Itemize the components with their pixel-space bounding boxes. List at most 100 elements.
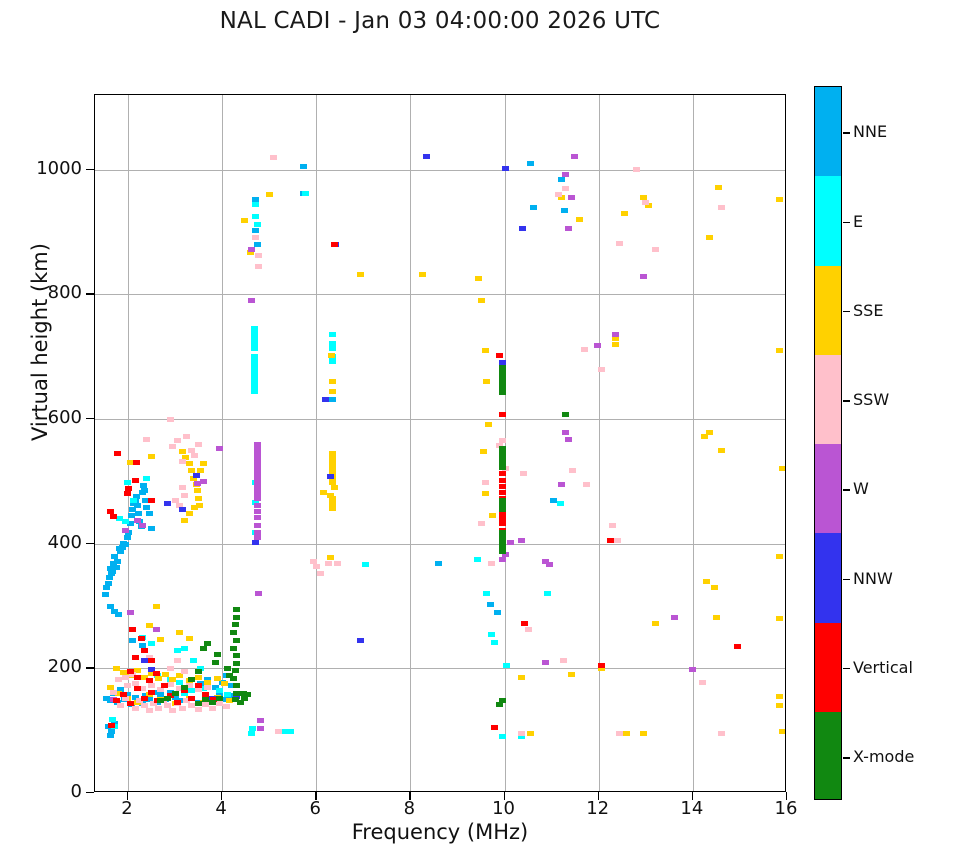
data-point bbox=[123, 491, 131, 497]
data-point bbox=[188, 467, 195, 473]
data-point bbox=[518, 226, 526, 232]
data-point bbox=[176, 502, 184, 508]
data-point bbox=[183, 698, 191, 704]
y-tick-mark bbox=[86, 293, 94, 295]
data-point bbox=[312, 563, 320, 569]
data-point bbox=[119, 669, 127, 675]
data-point bbox=[103, 584, 111, 590]
data-point bbox=[195, 683, 203, 689]
data-point bbox=[124, 692, 132, 698]
data-point bbox=[326, 473, 334, 479]
data-point bbox=[224, 665, 232, 671]
data-point bbox=[435, 561, 443, 567]
data-point bbox=[232, 614, 240, 620]
y-tick-mark bbox=[86, 542, 94, 545]
data-point bbox=[651, 247, 659, 253]
data-point bbox=[567, 672, 575, 678]
data-point bbox=[140, 487, 148, 493]
data-point bbox=[526, 161, 534, 167]
data-point bbox=[178, 506, 186, 512]
data-point bbox=[253, 222, 261, 228]
data-point bbox=[105, 575, 113, 581]
data-point bbox=[195, 668, 203, 674]
data-point bbox=[253, 461, 261, 467]
data-point bbox=[244, 692, 252, 698]
data-point bbox=[107, 723, 115, 729]
data-point bbox=[131, 680, 139, 686]
data-point bbox=[112, 564, 120, 570]
data-point bbox=[479, 448, 487, 454]
data-point bbox=[104, 581, 112, 587]
data-point bbox=[131, 654, 139, 660]
data-point bbox=[299, 164, 307, 170]
data-point bbox=[232, 683, 240, 689]
data-point bbox=[487, 561, 495, 567]
data-point bbox=[498, 385, 506, 391]
data-point bbox=[114, 558, 122, 564]
data-point bbox=[126, 700, 134, 706]
y-tick-label: 400 bbox=[47, 531, 82, 553]
data-point bbox=[498, 370, 506, 376]
data-point bbox=[152, 603, 160, 609]
data-point bbox=[561, 207, 569, 213]
data-point bbox=[216, 700, 224, 706]
data-point bbox=[498, 380, 506, 386]
data-point bbox=[225, 698, 233, 704]
data-point bbox=[225, 673, 233, 679]
data-point bbox=[550, 497, 558, 503]
colorbar-tick-mark bbox=[843, 132, 850, 134]
gridline-horizontal bbox=[95, 668, 785, 670]
data-point bbox=[567, 195, 575, 201]
data-point bbox=[147, 670, 155, 676]
data-point bbox=[131, 694, 139, 700]
data-point bbox=[498, 506, 506, 512]
data-point bbox=[106, 733, 114, 739]
data-point bbox=[230, 629, 238, 635]
data-point bbox=[496, 442, 504, 448]
data-point bbox=[562, 411, 570, 417]
data-point bbox=[188, 677, 195, 683]
data-point bbox=[147, 683, 155, 689]
data-point bbox=[501, 552, 509, 558]
data-point bbox=[253, 502, 261, 508]
data-point bbox=[644, 203, 652, 209]
data-point bbox=[185, 461, 193, 467]
data-point bbox=[698, 679, 706, 685]
data-point bbox=[129, 672, 137, 678]
data-point bbox=[164, 703, 172, 709]
y-tick-mark bbox=[86, 168, 94, 171]
data-point bbox=[178, 485, 186, 491]
colorbar-segment-nnw bbox=[815, 533, 841, 623]
data-point bbox=[250, 374, 258, 380]
data-point bbox=[173, 658, 181, 664]
colorbar-tick-mark bbox=[843, 667, 850, 670]
data-point bbox=[147, 640, 155, 646]
data-point bbox=[357, 637, 365, 643]
data-point bbox=[253, 486, 261, 492]
data-point bbox=[140, 703, 148, 709]
data-point bbox=[286, 729, 294, 735]
data-point bbox=[122, 695, 130, 701]
data-point bbox=[252, 201, 260, 207]
data-point bbox=[147, 689, 155, 695]
data-point bbox=[190, 658, 198, 664]
data-point bbox=[498, 556, 506, 562]
data-point bbox=[143, 505, 151, 511]
data-point bbox=[176, 673, 184, 679]
data-point bbox=[493, 609, 501, 615]
data-point bbox=[185, 683, 193, 689]
data-point bbox=[253, 508, 261, 514]
data-point bbox=[498, 438, 506, 444]
data-point bbox=[302, 190, 310, 196]
data-point bbox=[322, 396, 330, 402]
data-point bbox=[232, 606, 240, 612]
data-point bbox=[126, 460, 134, 466]
data-point bbox=[576, 217, 584, 223]
data-point bbox=[237, 700, 245, 706]
data-point bbox=[498, 490, 506, 496]
data-point bbox=[138, 685, 146, 691]
data-point bbox=[204, 679, 212, 685]
data-point bbox=[329, 466, 337, 472]
data-point bbox=[717, 447, 725, 453]
data-point bbox=[232, 690, 240, 696]
